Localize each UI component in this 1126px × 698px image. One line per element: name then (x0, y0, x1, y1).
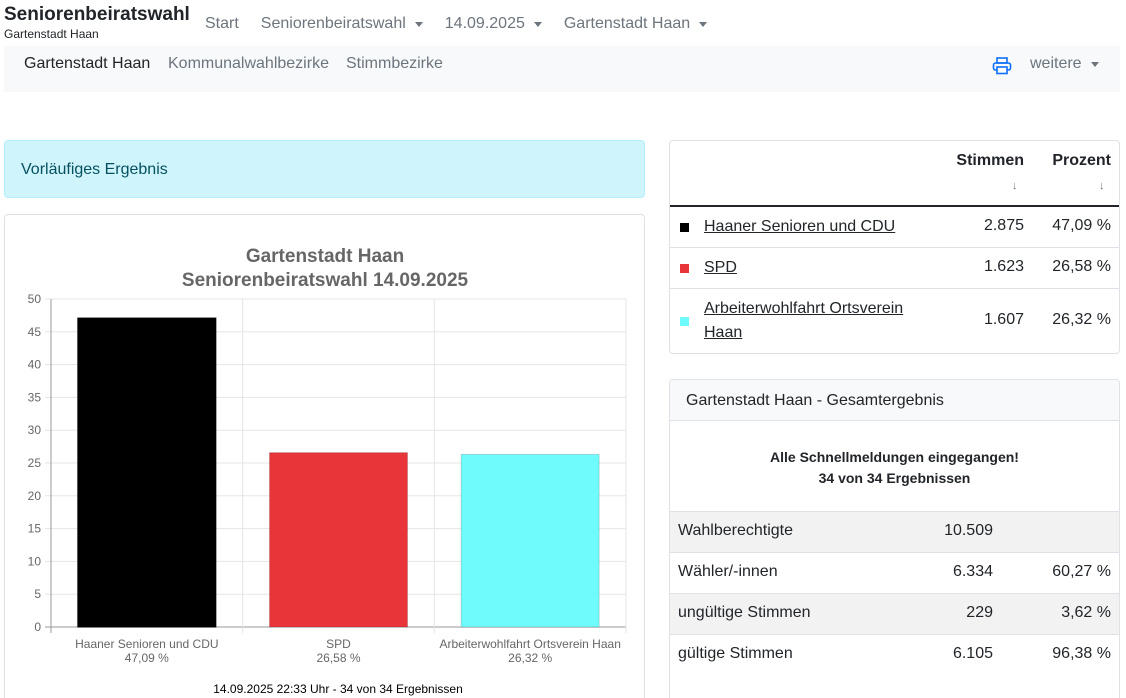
stat-percent: 96,38 % (1052, 645, 1111, 662)
nav-date-label: 14.09.2025 (444, 15, 525, 32)
bar (460, 453, 600, 628)
header-divider (670, 205, 1119, 207)
stat-value: 6.105 (952, 645, 993, 662)
col-header-percent[interactable]: Prozent (1052, 152, 1111, 169)
col-header-votes[interactable]: Stimmen (956, 152, 1024, 169)
nav-area-dropdown[interactable]: Gartenstadt Haan (563, 15, 708, 33)
y-tick-label: 35 (28, 390, 42, 404)
results-table: Stimmen Prozent ↓ ↓ Haaner Senioren und … (669, 140, 1120, 354)
tab-gartenstadt-haan[interactable]: Gartenstadt Haan (24, 55, 151, 72)
stat-label: Wahlberechtigte (678, 522, 794, 539)
main-nav: Start Seniorenbeiratswahl 14.09.2025 Gar… (205, 15, 729, 33)
chevron-down-icon (414, 22, 423, 27)
y-tick-label: 15 (28, 522, 42, 536)
table-row: Arbeiterwohlfahrt Ortsverein Haan 1.607 … (670, 289, 1119, 353)
table-row: SPD 1.623 26,58 % (670, 248, 1119, 289)
nav-election-label: Seniorenbeiratswahl (260, 15, 406, 32)
percent-value: 26,32 % (1052, 311, 1111, 328)
bar-value-label: 47,09 % (125, 651, 169, 665)
y-tick-label: 50 (28, 292, 42, 306)
nav-area-label: Gartenstadt Haan (563, 15, 691, 32)
chart-subtitle: Seniorenbeiratswahl 14.09.2025 (182, 270, 469, 291)
brand[interactable]: Seniorenbeiratswahl Gartenstadt Haan (4, 4, 190, 41)
chevron-down-icon (1090, 62, 1099, 67)
sort-arrow-icon[interactable]: ↓ (1012, 180, 1018, 192)
reporting-status: Alle Schnellmeldungen eingegangen! 34 vo… (670, 447, 1119, 489)
more-label: weitere (1030, 55, 1082, 72)
chart-footer: 14.09.2025 22:33 Uhr - 34 von 34 Ergebni… (213, 682, 463, 696)
x-tick-label: Arbeiterwohlfahrt Ortsverein Haan (439, 637, 620, 651)
y-tick-label: 5 (34, 587, 41, 601)
stat-row-invalid: ungültige Stimmen 229 3,62 % (670, 593, 1119, 634)
percent-value: 26,58 % (1052, 258, 1111, 275)
y-tick-label: 30 (28, 423, 42, 437)
stat-percent: 3,62 % (1061, 604, 1111, 621)
printer-icon[interactable] (992, 57, 1012, 75)
stat-value: 229 (966, 604, 993, 621)
total-result-title: Gartenstadt Haan - Gesamtergebnis (686, 392, 944, 409)
y-tick-label: 20 (28, 489, 42, 503)
total-result-header: Gartenstadt Haan - Gesamtergebnis (670, 380, 1119, 421)
x-tick-label: Haaner Senioren und CDU (75, 637, 218, 651)
chart-title: Gartenstadt Haan (246, 246, 404, 267)
x-tick-label: SPD (326, 637, 351, 651)
stat-label: Wähler/-innen (678, 563, 778, 580)
nav-election-dropdown[interactable]: Seniorenbeiratswahl (261, 15, 423, 33)
party-link[interactable]: SPD (704, 259, 737, 276)
stat-row-eligible: Wahlberechtigte 10.509 (670, 511, 1119, 552)
stat-value: 10.509 (944, 522, 993, 539)
percent-value: 47,09 % (1052, 217, 1111, 234)
preliminary-result-alert: Vorläufiges Ergebnis (4, 140, 645, 198)
y-tick-label: 25 (28, 456, 42, 470)
sort-arrow-icon[interactable]: ↓ (1099, 180, 1105, 192)
stat-label: ungültige Stimmen (678, 604, 811, 621)
brand-subtitle: Gartenstadt Haan (4, 27, 99, 41)
status-line-1: Alle Schnellmeldungen eingegangen! (770, 449, 1019, 465)
stat-row-valid: gültige Stimmen 6.105 96,38 % (670, 634, 1119, 675)
stat-percent: 60,27 % (1052, 563, 1111, 580)
table-row: Haaner Senioren und CDU 2.875 47,09 % (670, 207, 1119, 248)
party-color-swatch (680, 223, 689, 232)
status-line-2: 34 von 34 Ergebnissen (818, 470, 971, 486)
party-color-swatch (680, 317, 689, 326)
chart-card: Gartenstadt Haan Seniorenbeiratswahl 14.0… (4, 214, 645, 698)
y-tick-label: 0 (34, 620, 41, 634)
tab-stimmbezirke[interactable]: Stimmbezirke (346, 55, 443, 72)
y-tick-label: 10 (28, 554, 42, 568)
stat-row-voters: Wähler/-innen 6.334 60,27 % (670, 552, 1119, 593)
result-bar-chart: Gartenstadt Haan Seniorenbeiratswahl 14.0… (28, 246, 627, 696)
y-tick-label: 40 (28, 358, 42, 372)
bar-value-label: 26,58 % (316, 651, 360, 665)
sub-navbar: Gartenstadt Haan Kommunalwahlbezirke Sti… (4, 46, 1120, 92)
bar (77, 317, 217, 628)
chevron-down-icon (533, 22, 542, 27)
total-result-card: Gartenstadt Haan - Gesamtergebnis Alle S… (669, 379, 1120, 698)
stat-label: gültige Stimmen (678, 645, 793, 662)
party-color-swatch (680, 264, 689, 273)
chevron-down-icon (699, 22, 708, 27)
tab-kommunalwahlbezirke[interactable]: Kommunalwahlbezirke (168, 55, 329, 72)
stat-value: 6.334 (952, 563, 993, 580)
party-link[interactable]: Arbeiterwohlfahrt Ortsverein Haan (704, 300, 904, 341)
votes-value: 1.607 (983, 311, 1024, 328)
nav-date-dropdown[interactable]: 14.09.2025 (445, 15, 542, 33)
top-navbar: Seniorenbeiratswahl Gartenstadt Haan Sta… (0, 0, 1126, 46)
brand-title[interactable]: Seniorenbeiratswahl (4, 4, 190, 25)
bar-value-label: 26,32 % (508, 651, 552, 665)
party-link[interactable]: Haaner Senioren und CDU (704, 218, 896, 235)
votes-value: 1.623 (983, 258, 1024, 275)
y-tick-label: 45 (28, 325, 42, 339)
nav-start-label: Start (205, 15, 239, 32)
more-dropdown[interactable]: weitere (1030, 55, 1099, 73)
bar (269, 452, 408, 628)
alert-text: Vorläufiges Ergebnis (21, 161, 168, 178)
nav-start[interactable]: Start (205, 15, 239, 33)
votes-value: 2.875 (983, 217, 1024, 234)
